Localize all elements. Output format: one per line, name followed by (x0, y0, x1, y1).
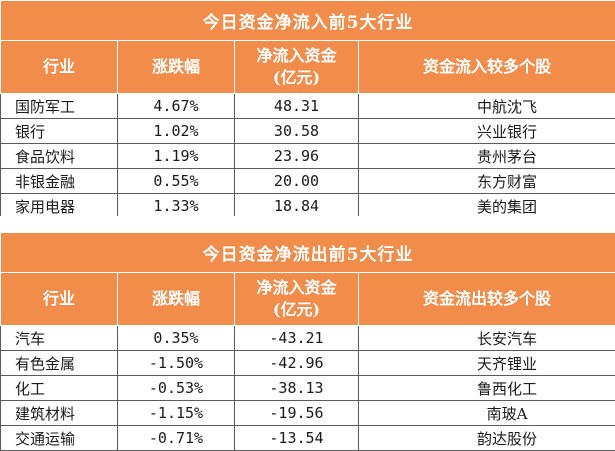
industry-cell: 银行 (1, 119, 118, 144)
outflow-header-row: 行业 涨跌幅 净流入资金 (亿元) 资金流出较多个股 (1, 273, 615, 326)
net-flow-cell: -38.13 (235, 376, 359, 401)
change-cell: 0.55% (118, 169, 235, 194)
stock-cell: 中航沈飞 (359, 94, 615, 119)
net-flow-cell: -13.54 (235, 426, 359, 451)
industry-cell: 国防军工 (1, 94, 118, 119)
industry-cell: 汽车 (1, 326, 118, 351)
stock-cell: 韵达股份 (359, 426, 615, 451)
net-flow-cell: 48.31 (235, 94, 359, 119)
change-cell: 0.35% (118, 326, 235, 351)
header-industry: 行业 (1, 41, 118, 94)
outflow-table: 今日资金净流出前5大行业 行业 涨跌幅 净流入资金 (亿元) 资金流出较多个股 … (0, 232, 615, 451)
inflow-title-row: 今日资金净流入前5大行业 (1, 1, 615, 41)
industry-cell: 化工 (1, 376, 118, 401)
stock-cell: 鲁西化工 (359, 376, 615, 401)
header-change: 涨跌幅 (118, 273, 235, 326)
change-cell: 1.19% (118, 144, 235, 169)
header-stocks: 资金流入较多个股 (359, 41, 615, 94)
outflow-table-block: 今日资金净流出前5大行业 行业 涨跌幅 净流入资金 (亿元) 资金流出较多个股 … (0, 232, 615, 451)
change-cell: -1.15% (118, 401, 235, 426)
net-flow-cell: 18.84 (235, 194, 359, 219)
header-net-flow: 净流入资金 (亿元) (235, 41, 359, 94)
outflow-title-row: 今日资金净流出前5大行业 (1, 233, 615, 273)
change-cell: -0.71% (118, 426, 235, 451)
net-flow-cell: 30.58 (235, 119, 359, 144)
stock-cell: 贵州茅台 (359, 144, 615, 169)
change-cell: 4.67% (118, 94, 235, 119)
net-flow-cell: -43.21 (235, 326, 359, 351)
net-flow-cell: 23.96 (235, 144, 359, 169)
change-cell: -0.53% (118, 376, 235, 401)
industry-cell: 建筑材料 (1, 401, 118, 426)
stock-cell: 兴业银行 (359, 119, 615, 144)
header-net-flow: 净流入资金 (亿元) (235, 273, 359, 326)
industry-cell: 非银金融 (1, 169, 118, 194)
change-cell: 1.02% (118, 119, 235, 144)
header-change: 涨跌幅 (118, 41, 235, 94)
industry-cell: 食品饮料 (1, 144, 118, 169)
net-flow-cell: 20.00 (235, 169, 359, 194)
inflow-title: 今日资金净流入前5大行业 (1, 1, 615, 41)
inflow-table: 今日资金净流入前5大行业 行业 涨跌幅 净流入资金 (亿元) 资金流入较多个股 … (0, 0, 615, 219)
change-cell: 1.33% (118, 194, 235, 219)
inflow-header-row: 行业 涨跌幅 净流入资金 (亿元) 资金流入较多个股 (1, 41, 615, 94)
net-flow-cell: -42.96 (235, 351, 359, 376)
header-stocks: 资金流出较多个股 (359, 273, 615, 326)
stock-cell: 天齐锂业 (359, 351, 615, 376)
table-separator (0, 216, 615, 232)
change-cell: -1.50% (118, 351, 235, 376)
stock-cell: 东方财富 (359, 169, 615, 194)
industry-cell: 有色金属 (1, 351, 118, 376)
industry-cell: 交通运输 (1, 426, 118, 451)
stock-cell: 南玻A (359, 401, 615, 426)
inflow-table-block: 今日资金净流入前5大行业 行业 涨跌幅 净流入资金 (亿元) 资金流入较多个股 … (0, 0, 615, 219)
stock-cell: 长安汽车 (359, 326, 615, 351)
stock-cell: 美的集团 (359, 194, 615, 219)
header-industry: 行业 (1, 273, 118, 326)
outflow-title: 今日资金净流出前5大行业 (1, 233, 615, 273)
net-flow-cell: -19.56 (235, 401, 359, 426)
industry-cell: 家用电器 (1, 194, 118, 219)
